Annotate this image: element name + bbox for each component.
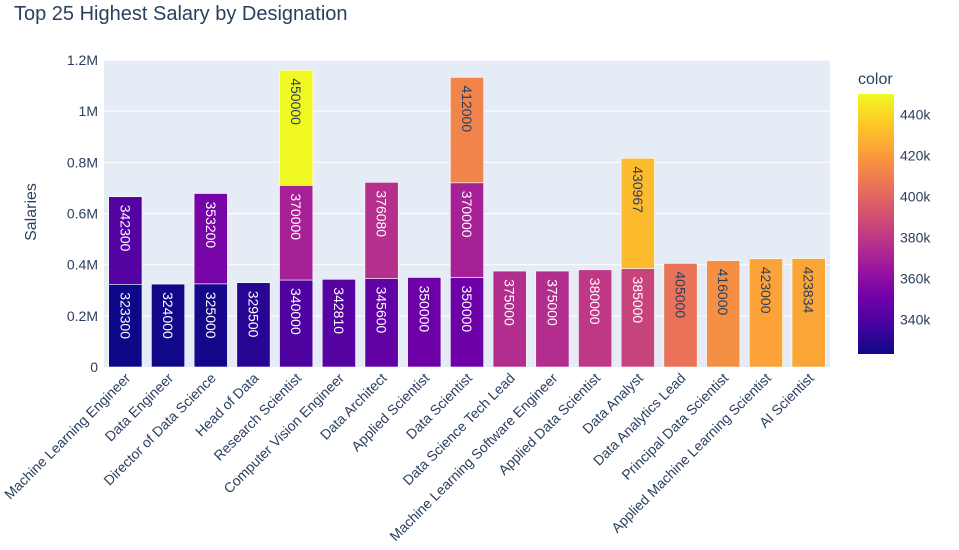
- y-tick-label: 0.4M: [67, 257, 98, 273]
- bar-value-label: 450000: [288, 78, 304, 125]
- bar-segment: [706, 260, 741, 368]
- y-tick-label: 0.6M: [67, 206, 98, 222]
- y-tick-label: 1M: [79, 103, 98, 119]
- bar-segment: [279, 279, 314, 368]
- bar-value-label: 380000: [587, 278, 603, 325]
- bar-value-label: 340000: [288, 288, 304, 335]
- bar-value-label: 370000: [459, 191, 475, 238]
- colorbar-tick-label: 440k: [900, 107, 931, 123]
- bar-segment: [620, 157, 655, 269]
- bar-segment: [407, 277, 442, 368]
- bar-segment: [108, 196, 143, 285]
- bar-value-label: 342300: [117, 205, 133, 252]
- bar-value-label: 376080: [374, 190, 390, 237]
- bar-value-label: 385000: [630, 277, 646, 324]
- bar-segment: [364, 182, 399, 279]
- bar-segment: [364, 278, 399, 368]
- bar-segment: [450, 277, 484, 368]
- colorbar-tick-label: 400k: [900, 189, 931, 205]
- bar-segment: [535, 270, 570, 368]
- bar-segment: [578, 269, 613, 368]
- y-tick-label: 0.8M: [67, 154, 98, 170]
- bar-value-label: 350000: [459, 285, 475, 332]
- colorbar: [858, 94, 894, 354]
- bar-segment: [450, 77, 484, 184]
- bar-value-label: 423000: [758, 267, 774, 314]
- bar-segment: [791, 258, 826, 368]
- bar-segment: [151, 283, 186, 368]
- chart-title: Top 25 Highest Salary by Designation: [14, 3, 348, 25]
- colorbar-ticks: 340k 360k 380k 400k 420k 440k: [900, 107, 931, 328]
- bar-segment: [193, 193, 228, 285]
- bar-segment: [193, 283, 228, 368]
- bar-value-label: 423834: [801, 267, 817, 314]
- colorbar-tick-label: 360k: [900, 271, 931, 287]
- bar-value-label: 405000: [673, 271, 689, 318]
- colorbar-tick-label: 340k: [900, 312, 931, 328]
- bar-segment: [321, 278, 356, 368]
- bar-value-label: 412000: [459, 85, 475, 132]
- bar-segment: [279, 185, 314, 281]
- bar-value-label: 353200: [203, 201, 219, 248]
- bar-segment: [748, 258, 783, 368]
- x-tick-label: Applied Machine Learning Scientist: [608, 370, 774, 536]
- bar-segment: [450, 182, 484, 278]
- colorbar-tick-label: 420k: [900, 148, 931, 164]
- bar-value-label: 350000: [416, 285, 432, 332]
- bar-value-label: 345600: [374, 287, 390, 334]
- bar-value-label: 323300: [117, 292, 133, 339]
- bar-value-label: 430967: [630, 166, 646, 213]
- bar-value-label: 416000: [715, 269, 731, 316]
- bar-value-label: 375000: [502, 279, 518, 326]
- bar-segment: [620, 268, 655, 368]
- bar-value-label: 329500: [245, 291, 261, 338]
- colorbar-title: color: [858, 71, 893, 88]
- bar-segment: [663, 263, 698, 368]
- y-tick-label: 1.2M: [67, 52, 98, 68]
- bar-value-label: 370000: [288, 193, 304, 240]
- colorbar-tick-label: 380k: [900, 230, 931, 246]
- y-tick-label: 0: [90, 359, 98, 375]
- x-tick-label: Applied Scientist: [348, 370, 433, 455]
- bar-value-label: 324000: [160, 292, 176, 339]
- bar-segment: [492, 270, 527, 368]
- bar-segment: [279, 69, 314, 186]
- bar-value-label: 375000: [544, 279, 560, 326]
- y-tick-label: 0.2M: [67, 308, 98, 324]
- bar-value-label: 325000: [203, 292, 219, 339]
- bars: 323300 342300 324000 325000 353200 329500 3400…: [108, 69, 826, 368]
- y-axis-title: Salaries: [23, 183, 40, 241]
- bar-value-label: 342810: [331, 287, 347, 334]
- bar-segment: [236, 282, 271, 368]
- y-axis-ticks: 0 0.2M 0.4M 0.6M 0.8M 1M 1.2M: [67, 52, 98, 375]
- bar-segment: [108, 283, 143, 368]
